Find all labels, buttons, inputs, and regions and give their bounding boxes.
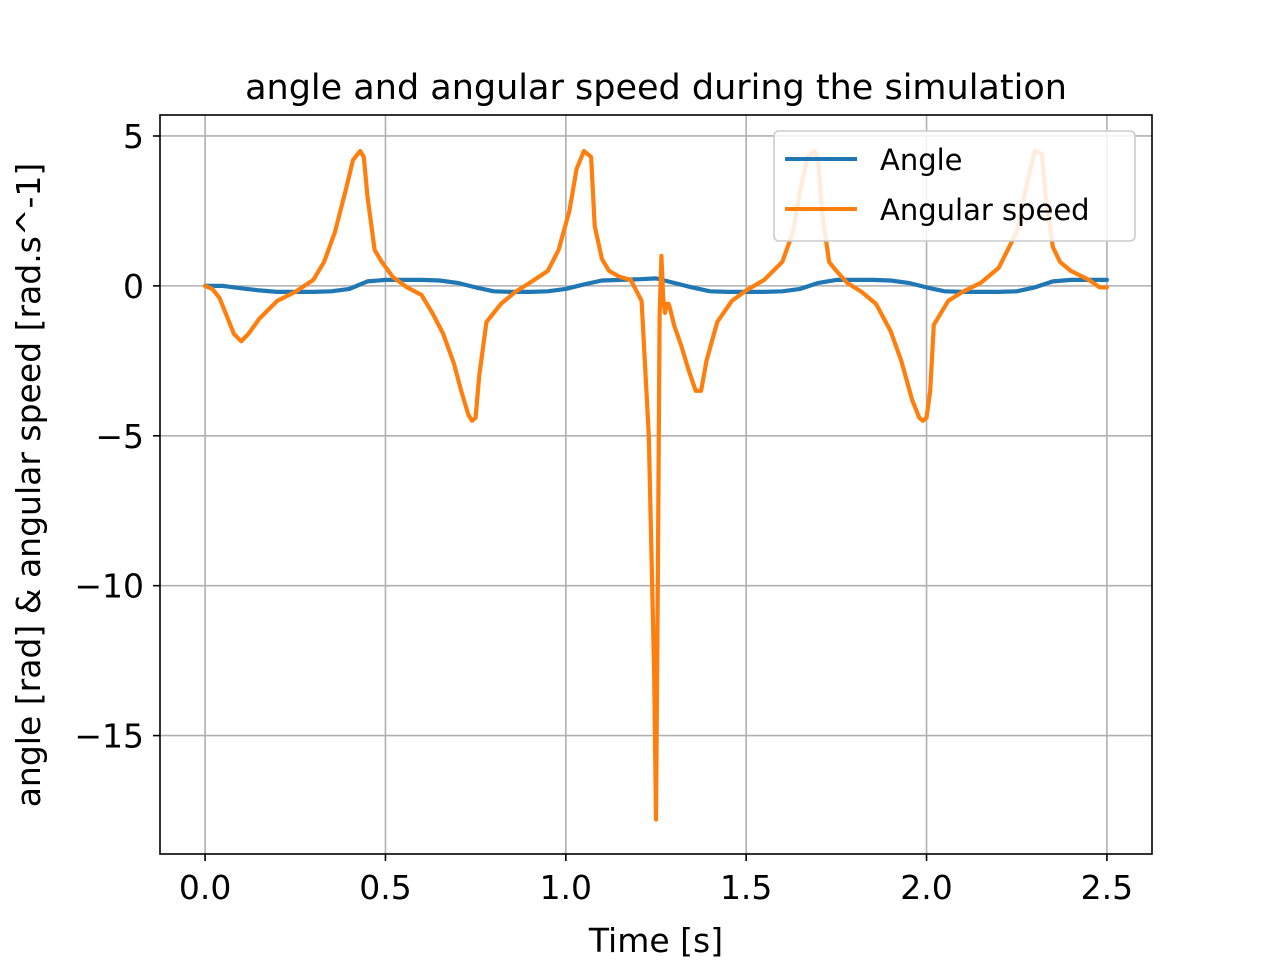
legend-label-angular-speed: Angular speed bbox=[880, 193, 1090, 227]
y-tick-label: 0 bbox=[123, 267, 144, 306]
x-tick-label: 0.5 bbox=[359, 868, 411, 907]
chart-title: angle and angular speed during the simul… bbox=[245, 68, 1067, 108]
legend: Angle Angular speed bbox=[773, 130, 1136, 242]
y-tick-label: 5 bbox=[123, 117, 144, 156]
y-tick-label: −15 bbox=[74, 717, 144, 756]
x-tick-label: 2.5 bbox=[1081, 868, 1133, 907]
series-line-angular-speed bbox=[203, 148, 1110, 822]
series-line-angle bbox=[203, 276, 1110, 294]
legend-label-angle: Angle bbox=[880, 143, 963, 177]
legend-box bbox=[773, 130, 1136, 242]
x-tick-label: 1.0 bbox=[540, 868, 592, 907]
x-tick-label: 1.5 bbox=[720, 868, 772, 907]
plot-series bbox=[203, 148, 1110, 822]
axis-ticks: 0.0 0.5 1.0 1.5 2.0 2.5 5 0 −5 −10 −15 bbox=[74, 117, 1133, 907]
x-axis-label: Time [s] bbox=[588, 921, 723, 960]
y-tick-label: −10 bbox=[74, 567, 144, 606]
plot-frame bbox=[159, 114, 1153, 855]
x-tick-label: 2.0 bbox=[900, 868, 952, 907]
y-axis-label: angle [rad] & angular speed [rad.s^-1] bbox=[9, 163, 48, 808]
x-tick-label: 0.0 bbox=[179, 868, 231, 907]
y-tick-label: −5 bbox=[95, 417, 144, 456]
